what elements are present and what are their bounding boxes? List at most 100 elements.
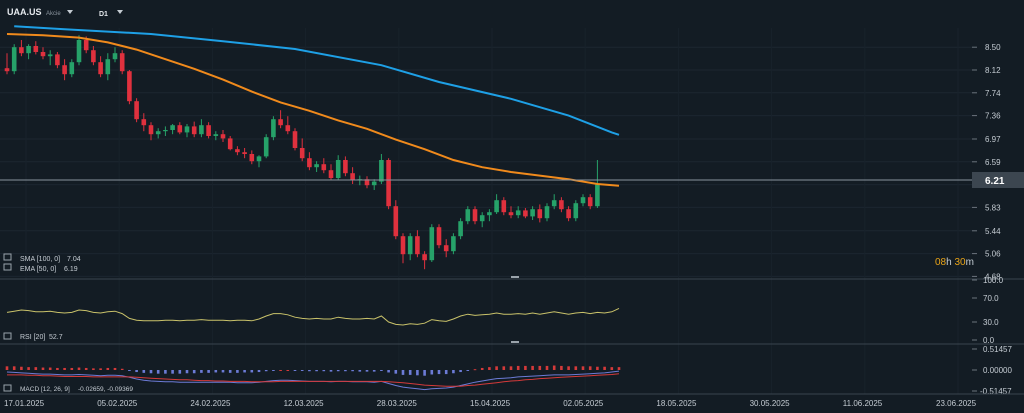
macd-histogram-bar [48, 367, 52, 370]
candlestick-series [4, 35, 600, 270]
macd-histogram-bar [560, 365, 563, 370]
price-tick-label: 8.12 [985, 66, 1001, 75]
macd-histogram [5, 365, 621, 376]
panel-resize-handle-2[interactable] [511, 341, 519, 343]
symbol-label[interactable]: UAA.US [7, 7, 42, 17]
macd-histogram-bar [56, 367, 59, 370]
price-tick-label: 8.50 [985, 43, 1001, 52]
candle-body [530, 209, 535, 217]
candle-body [407, 236, 413, 255]
macd-histogram-bar [34, 367, 38, 370]
macd-histogram-bar [516, 365, 520, 370]
date-label: 17.01.2025 [4, 399, 45, 408]
macd-histogram-bar [380, 370, 383, 371]
macd-histogram-bar [300, 370, 304, 371]
macd-histogram-bar [372, 370, 376, 372]
price-tick-label: 5.06 [985, 250, 1001, 259]
panel-resize-handle-1[interactable] [511, 276, 519, 278]
macd-histogram-bar [221, 370, 225, 373]
macd-histogram-bar [603, 366, 606, 370]
rsi-tick-label: 30.0 [983, 318, 999, 327]
macd-histogram-bar [617, 367, 621, 370]
candle-body [343, 160, 348, 174]
macd-histogram-bar [322, 370, 326, 372]
macd-histogram-bar [192, 370, 196, 374]
macd-histogram-bar [113, 367, 117, 370]
candle-body [487, 212, 492, 216]
macd-histogram-bar [142, 370, 146, 373]
price-tick-label: 5.44 [985, 227, 1001, 236]
macd-legend-value: -0.02659, -0.09369 [78, 386, 133, 393]
rsi-tick-label: 100.0 [983, 276, 1004, 285]
macd-histogram-bar [387, 370, 390, 373]
candle-body [314, 164, 319, 168]
date-label: 15.04.2025 [470, 399, 511, 408]
macd-histogram-bar [509, 366, 513, 370]
timeframe-label[interactable]: D1 [99, 11, 108, 18]
bar-countdown: 08h 30m [935, 257, 974, 268]
macd-histogram-bar [128, 370, 131, 371]
rsi-legend[interactable]: RSI [20] 52.7 [3, 332, 63, 341]
candle-body [465, 209, 471, 222]
macd-histogram-bar [444, 370, 448, 375]
macd-settings-icon[interactable] [3, 384, 12, 392]
price-tick-label: 4.68 [985, 272, 1001, 281]
macd-histogram-bar [185, 370, 189, 374]
grid-lines [0, 28, 972, 394]
macd-histogram-bar [315, 370, 318, 372]
candle-body [501, 200, 507, 213]
candle-body [307, 158, 312, 168]
candle-body [227, 138, 233, 150]
date-label: 05.02.2025 [97, 399, 138, 408]
macd-histogram-bar [351, 370, 354, 372]
macd-histogram-bar [92, 368, 95, 370]
rsi-axis[interactable]: 100.0 70.0 30.0 0.0 [972, 276, 1004, 345]
candle-body [47, 54, 53, 57]
price-tick-label: 6.59 [985, 158, 1001, 167]
rsi-settings-icon[interactable] [3, 332, 12, 340]
macd-axis[interactable]: 0.51457 0.00000 -0.51457 [972, 345, 1012, 396]
macd-histogram-bar [293, 370, 297, 371]
price-axis[interactable]: 8.50 8.12 7.74 7.36 6.97 6.59 5.83 5.44 5.06 4.68 [972, 43, 1001, 281]
rsi-tick-label: 0.0 [983, 336, 995, 345]
sma-settings-icon[interactable] [3, 253, 12, 261]
candle-body [263, 137, 269, 157]
ema-legend[interactable]: EMA [50, 0] 6.19 [3, 263, 78, 273]
candle-body [256, 156, 262, 162]
candle-body [249, 154, 255, 162]
candle-body [285, 125, 291, 132]
candle-body [33, 46, 39, 52]
sma-legend[interactable]: SMA [100, 0] 7.04 [3, 253, 81, 263]
macd-histogram-bar [538, 365, 542, 370]
candle-body [292, 131, 298, 148]
candle-body [170, 125, 175, 130]
macd-histogram-bar [171, 370, 174, 374]
macd-histogram-bar [200, 370, 203, 373]
timeframe-dropdown-icon[interactable] [117, 10, 123, 14]
date-label: 23.06.2025 [936, 399, 977, 408]
macd-histogram-bar [495, 366, 498, 370]
rsi-legend-value: 52.7 [49, 334, 63, 341]
candle-body [271, 119, 276, 138]
candle-body [141, 119, 147, 126]
macd-histogram-bar [149, 370, 153, 374]
macd-histogram-bar [437, 370, 441, 375]
macd-histogram-bar [27, 367, 30, 370]
macd-legend[interactable]: MACD [12, 26, 9] -0.02659, -0.09369 [3, 384, 133, 393]
time-axis[interactable]: 17.01.2025 05.02.2025 24.02.2025 12.03.2025… [4, 399, 977, 408]
candle-body [436, 227, 442, 246]
macd-histogram-bar [581, 366, 585, 370]
macd-histogram-bar [567, 366, 570, 370]
macd-tick-label: 0.00000 [983, 366, 1012, 375]
symbol-dropdown-icon[interactable] [67, 10, 73, 14]
candle-body [184, 126, 190, 133]
ema-settings-icon[interactable] [3, 263, 12, 271]
macd-histogram-bar [336, 370, 340, 372]
countdown-hours: 08 [935, 257, 947, 268]
candle-body [479, 215, 485, 222]
macd-histogram-bar [5, 366, 9, 370]
macd-histogram-bar [329, 370, 333, 372]
macd-histogram-bar [344, 370, 347, 372]
